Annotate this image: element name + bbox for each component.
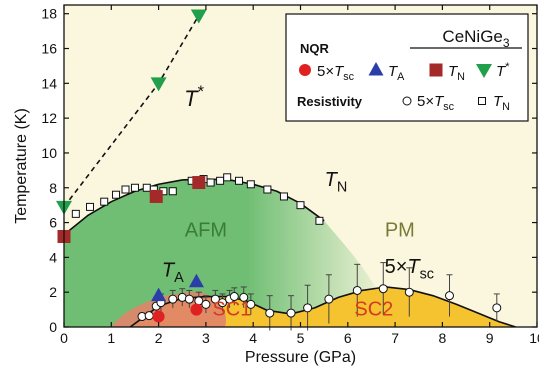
label-ta: TA (162, 260, 184, 287)
resistivity-5xtsc-point (184, 294, 194, 304)
nqr-5xtsc-point (152, 310, 165, 323)
x-tick-label: 7 (391, 330, 399, 346)
label-afm: AFM (185, 219, 227, 241)
resistivity-tn-point (235, 176, 244, 185)
legend-ta-label: TA (388, 63, 405, 83)
resistivity-5xtsc-point (303, 303, 313, 313)
resistivity-tn-point (168, 187, 177, 196)
resistivity-tn-point (71, 209, 80, 218)
y-tick-label: 18 (41, 6, 57, 22)
resistivity-5xtsc-point (229, 292, 239, 302)
resistivity-5xtsc-point (378, 284, 388, 294)
afm-region (64, 179, 396, 327)
x-axis-title: Pressure (GPa) (245, 349, 356, 366)
resistivity-tn-point (121, 185, 130, 194)
resistivity-tn-point (216, 176, 225, 185)
y-tick-label: 10 (41, 145, 57, 161)
nqr-tn-point (149, 189, 163, 203)
x-tick-label: 3 (202, 330, 210, 346)
resistivity-tn-point (100, 197, 109, 206)
nqr-ta-point (151, 287, 167, 302)
label-sc1: SC1 (212, 299, 251, 321)
resistivity-tn-point (130, 183, 139, 192)
legend-res-tn-label: TN (493, 93, 510, 113)
legend-tstar-marker (476, 64, 492, 78)
legend-tstar-label: T* (496, 61, 510, 80)
resistivity-tn-point (263, 185, 272, 194)
resistivity-5xtsc-point (144, 311, 154, 321)
legend-5xtsc-marker (299, 64, 311, 76)
y-tick-label: 14 (41, 75, 57, 91)
resistivity-5xtsc-point (246, 299, 256, 309)
x-tick-label: 6 (344, 330, 352, 346)
x-tick-label: 0 (60, 330, 68, 346)
label-tstar: T* (184, 83, 204, 111)
label-sc2: SC2 (354, 299, 393, 321)
y-tick-label: 4 (49, 249, 57, 265)
label-5xtsc: 5×Tsc (385, 256, 434, 283)
legend-res-5xtsc-label: 5×Tsc (417, 93, 455, 113)
x-tick-label: 1 (107, 330, 115, 346)
resistivity-5xtsc-point (210, 294, 220, 304)
resistivity-5xtsc-point (492, 303, 502, 313)
resistivity-tn-point (223, 173, 232, 182)
resistivity-tn-point (296, 201, 305, 210)
x-tick-label: 10 (529, 330, 539, 346)
resistivity-tn-point (279, 192, 288, 201)
resistivity-tn-point (315, 216, 324, 225)
legend-nqr-header: NQR (300, 41, 330, 56)
y-tick-label: 16 (41, 41, 57, 57)
resistivity-tn-point (246, 180, 255, 189)
x-tick-label: 5 (297, 330, 305, 346)
y-tick-label: 8 (49, 180, 57, 196)
nqr-tn-point (192, 176, 206, 190)
legend-res-tn-marker (478, 97, 486, 105)
x-tick-label: 9 (486, 330, 494, 346)
y-tick-label: 0 (49, 319, 57, 335)
nqr-tstar-point (150, 77, 167, 92)
nqr-5xtsc-point (190, 303, 203, 316)
legend-res-5xtsc-marker (402, 96, 412, 106)
label-tn: TN (325, 169, 348, 196)
resistivity-5xtsc-point (201, 299, 211, 309)
label-pm: PM (385, 219, 415, 241)
resistivity-5xtsc-point (168, 294, 178, 304)
legend-5xtsc-label: 5×Tsc (317, 63, 355, 83)
resistivity-5xtsc-point (286, 308, 296, 318)
resistivity-tn-point (206, 178, 215, 187)
resistivity-5xtsc-point (265, 308, 275, 318)
x-tick-label: 8 (439, 330, 447, 346)
legend-resistivity-header: Resistivity (297, 94, 363, 109)
nqr-tstar-point (190, 9, 207, 24)
resistivity-tn-point (86, 202, 95, 211)
resistivity-5xtsc-point (404, 287, 414, 297)
resistivity-5xtsc-point (217, 298, 227, 308)
legend-ta-marker (368, 62, 384, 76)
x-tick-label: 4 (249, 330, 257, 346)
legend-tn-marker (429, 63, 443, 77)
resistivity-tn-point (112, 190, 121, 199)
y-tick-label: 2 (49, 284, 57, 300)
resistivity-5xtsc-point (444, 291, 454, 301)
legend-tn-label: TN (448, 63, 465, 83)
legend-compound: CeNiGe3 (442, 27, 509, 50)
resistivity-5xtsc-point (324, 294, 334, 304)
y-axis-title: Temperature (K) (13, 108, 30, 224)
resistivity-5xtsc-point (239, 292, 249, 302)
nqr-ta-point (188, 273, 204, 288)
x-tick-label: 2 (155, 330, 163, 346)
y-tick-label: 12 (41, 110, 57, 126)
resistivity-5xtsc-point (352, 285, 362, 295)
resistivity-tn-point (142, 183, 151, 192)
y-tick-label: 6 (49, 215, 57, 231)
